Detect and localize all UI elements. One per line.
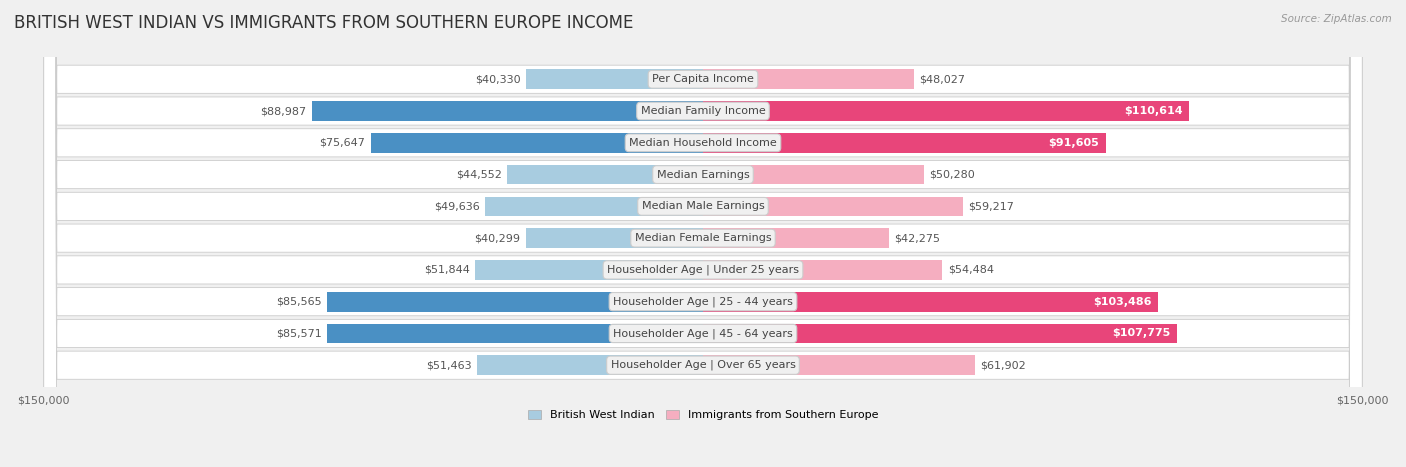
Text: $40,330: $40,330: [475, 74, 520, 84]
Text: $49,636: $49,636: [434, 201, 479, 212]
Text: $107,775: $107,775: [1112, 328, 1170, 339]
Bar: [703, 197, 963, 216]
Text: Householder Age | Under 25 years: Householder Age | Under 25 years: [607, 265, 799, 275]
Bar: [526, 228, 703, 248]
Bar: [703, 133, 1105, 153]
Bar: [508, 165, 703, 184]
Text: Median Male Earnings: Median Male Earnings: [641, 201, 765, 212]
Text: $50,280: $50,280: [929, 170, 974, 180]
Bar: [703, 292, 1157, 311]
Bar: [485, 197, 703, 216]
Bar: [328, 292, 703, 311]
Text: Median Earnings: Median Earnings: [657, 170, 749, 180]
Bar: [703, 165, 924, 184]
Bar: [526, 70, 703, 89]
Text: Source: ZipAtlas.com: Source: ZipAtlas.com: [1281, 14, 1392, 24]
Bar: [703, 101, 1189, 121]
FancyBboxPatch shape: [44, 0, 1362, 467]
FancyBboxPatch shape: [44, 0, 1362, 467]
Text: $48,027: $48,027: [920, 74, 966, 84]
Text: Median Family Income: Median Family Income: [641, 106, 765, 116]
FancyBboxPatch shape: [44, 0, 1362, 467]
Text: $51,463: $51,463: [426, 360, 471, 370]
Bar: [477, 355, 703, 375]
Text: $91,605: $91,605: [1049, 138, 1099, 148]
Text: $59,217: $59,217: [969, 201, 1014, 212]
Text: $85,571: $85,571: [276, 328, 322, 339]
Text: Median Female Earnings: Median Female Earnings: [634, 233, 772, 243]
Text: $88,987: $88,987: [260, 106, 307, 116]
Text: $75,647: $75,647: [319, 138, 366, 148]
FancyBboxPatch shape: [44, 0, 1362, 467]
Text: $110,614: $110,614: [1123, 106, 1182, 116]
Text: Per Capita Income: Per Capita Income: [652, 74, 754, 84]
FancyBboxPatch shape: [44, 0, 1362, 467]
Text: $44,552: $44,552: [456, 170, 502, 180]
Bar: [371, 133, 703, 153]
Text: Householder Age | Over 65 years: Householder Age | Over 65 years: [610, 360, 796, 370]
Bar: [703, 260, 942, 280]
FancyBboxPatch shape: [44, 0, 1362, 467]
Bar: [328, 324, 703, 343]
Text: BRITISH WEST INDIAN VS IMMIGRANTS FROM SOUTHERN EUROPE INCOME: BRITISH WEST INDIAN VS IMMIGRANTS FROM S…: [14, 14, 634, 32]
Text: Householder Age | 25 - 44 years: Householder Age | 25 - 44 years: [613, 297, 793, 307]
Text: $42,275: $42,275: [894, 233, 941, 243]
Bar: [703, 228, 889, 248]
Text: Householder Age | 45 - 64 years: Householder Age | 45 - 64 years: [613, 328, 793, 339]
FancyBboxPatch shape: [44, 0, 1362, 467]
FancyBboxPatch shape: [44, 0, 1362, 467]
Text: Median Household Income: Median Household Income: [628, 138, 778, 148]
Legend: British West Indian, Immigrants from Southern Europe: British West Indian, Immigrants from Sou…: [523, 405, 883, 425]
Text: $51,844: $51,844: [425, 265, 470, 275]
Bar: [475, 260, 703, 280]
Bar: [703, 324, 1177, 343]
FancyBboxPatch shape: [44, 0, 1362, 467]
FancyBboxPatch shape: [44, 0, 1362, 467]
Bar: [703, 355, 974, 375]
Text: $103,486: $103,486: [1092, 297, 1152, 307]
Text: $54,484: $54,484: [948, 265, 994, 275]
Text: $40,299: $40,299: [475, 233, 520, 243]
Bar: [703, 70, 914, 89]
Text: $61,902: $61,902: [980, 360, 1026, 370]
Bar: [312, 101, 703, 121]
Text: $85,565: $85,565: [276, 297, 322, 307]
